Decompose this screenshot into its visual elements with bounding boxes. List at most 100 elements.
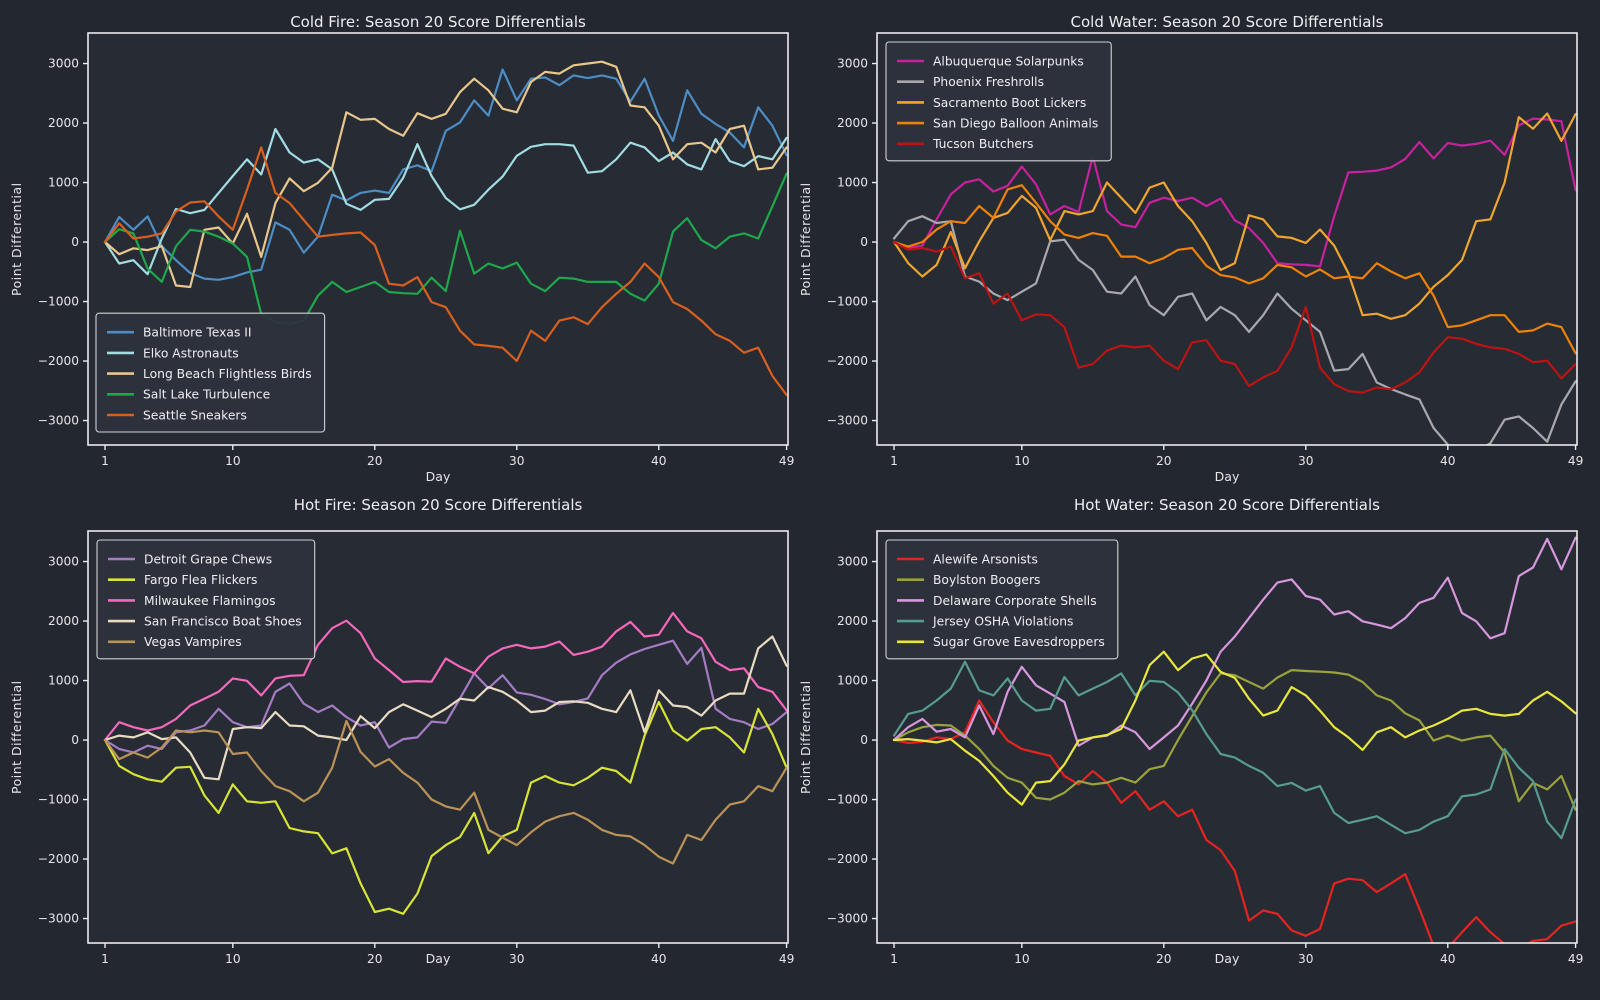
y-axis-label: Point Differential — [798, 182, 813, 296]
series-line-salt-lake-turbulence — [103, 172, 788, 326]
x-tick-label: 1 — [890, 952, 898, 966]
legend: Detroit Grape Chews Fargo Flea Flickers Mi… — [96, 539, 316, 660]
axis-ticks: −3000 −2000 −1000 0 1000 2000 3000 1 10 20 30 40 49 — [38, 57, 795, 468]
y-tick-label: 3000 — [48, 57, 79, 71]
chart-title-cold-water: Cold Water: Season 20 Score Differential… — [1070, 13, 1384, 31]
y-tick-label: −1000 — [827, 793, 868, 807]
y-tick-label: 0 — [71, 235, 79, 249]
y-tick-label: 1000 — [48, 674, 79, 688]
series-line-elko-astronauts — [103, 127, 788, 276]
y-tick-label: −3000 — [38, 414, 79, 428]
axis-ticks: −3000 −2000 −1000 0 1000 2000 3000 1 10 20 30 40 49 — [827, 555, 1584, 966]
series-line-sugar-grove-eavesdroppers — [892, 650, 1577, 806]
y-tick-label: −2000 — [38, 354, 79, 368]
series-line-seattle-sneakers — [103, 146, 788, 397]
axes-spines — [876, 530, 1578, 944]
legend-label-salt-lake-turbulence: Salt Lake Turbulence — [143, 388, 270, 402]
series-lines — [892, 536, 1577, 943]
y-tick-label: −3000 — [827, 912, 868, 926]
series-line-boylston-boogers — [892, 668, 1577, 811]
y-tick-label: 2000 — [837, 614, 868, 628]
x-tick-label: 30 — [1298, 454, 1314, 468]
series-line-alewife-arsonists — [892, 699, 1577, 943]
axis-ticks: −3000 −2000 −1000 0 1000 2000 3000 1 10 20 30 40 49 — [38, 555, 795, 966]
x-tick-label: 30 — [509, 952, 525, 966]
x-tick-label: 1 — [101, 952, 109, 966]
legend-label-san-diego-balloon-animals: San Diego Balloon Animals — [933, 117, 1098, 131]
legend-box — [885, 539, 1119, 660]
y-tick-label: −3000 — [38, 912, 79, 926]
y-axis-label: Point Differential — [9, 182, 24, 296]
y-tick-label: −1000 — [38, 793, 79, 807]
legend-label-milwaukee-flamingos: Milwaukee Flamingos — [144, 594, 276, 608]
legend-label-detroit-grape-chews: Detroit Grape Chews — [144, 552, 272, 566]
legend-box — [96, 539, 316, 660]
x-tick-label: 1 — [101, 454, 109, 468]
series-line-detroit-grape-chews — [103, 639, 788, 754]
y-tick-label: −3000 — [827, 414, 868, 428]
series-lines — [103, 611, 788, 915]
series-line-fargo-flea-flickers — [103, 700, 788, 915]
series-line-san-diego-balloon-animals — [892, 184, 1577, 355]
legend-label-phoenix-freshrolls: Phoenix Freshrolls — [933, 75, 1044, 89]
series-lines — [892, 112, 1577, 445]
chart-hot-water: −3000 −2000 −1000 0 1000 2000 3000 1 10 20 30 40 49 A… — [827, 530, 1584, 966]
chart-cold-fire: −3000 −2000 −1000 0 1000 2000 3000 1 10 20 30 40 49 B… — [38, 32, 795, 468]
legend-label-sugar-grove-eavesdroppers: Sugar Grove Eavesdroppers — [933, 635, 1105, 649]
x-tick-label: 40 — [651, 454, 667, 468]
x-tick-label: 40 — [1440, 952, 1456, 966]
x-tick-label: 20 — [1156, 454, 1172, 468]
legend-box — [885, 41, 1112, 162]
y-axis-label: Point Differential — [798, 680, 813, 794]
axes-spines — [87, 32, 789, 446]
legend-box — [95, 312, 326, 433]
x-axis-label: Day — [1214, 951, 1240, 966]
legend-label-baltimore-texas-ii: Baltimore Texas II — [143, 326, 252, 340]
legend-label-delaware-corporate-shells: Delaware Corporate Shells — [933, 594, 1097, 608]
chart-hot-fire: −3000 −2000 −1000 0 1000 2000 3000 1 10 20 30 40 49 D… — [38, 530, 795, 966]
series-line-tucson-butchers — [892, 240, 1577, 394]
y-tick-label: −2000 — [827, 852, 868, 866]
series-line-sacramento-boot-lickers — [892, 112, 1577, 320]
y-tick-label: 1000 — [48, 176, 79, 190]
y-tick-label: 1000 — [837, 176, 868, 190]
y-tick-label: −1000 — [38, 295, 79, 309]
x-tick-label: 20 — [367, 952, 383, 966]
legend-label-elko-astronauts: Elko Astronauts — [143, 346, 239, 360]
x-tick-label: 30 — [1298, 952, 1314, 966]
series-line-delaware-corporate-shells — [892, 536, 1577, 751]
series-line-phoenix-freshrolls — [892, 215, 1577, 445]
axes-spines — [876, 32, 1578, 446]
legend-label-san-francisco-boat-shoes: San Francisco Boat Shoes — [144, 615, 302, 629]
y-tick-label: 3000 — [837, 555, 868, 569]
legend-label-albuquerque-solarpunks: Albuquerque Solarpunks — [933, 54, 1084, 68]
y-tick-label: −2000 — [38, 852, 79, 866]
legend-label-sacramento-boot-lickers: Sacramento Boot Lickers — [933, 96, 1086, 110]
legend-label-jersey-osha-violations: Jersey OSHA Violations — [932, 615, 1073, 629]
x-axis-label: Day — [1214, 469, 1240, 484]
x-tick-label: 10 — [1014, 454, 1030, 468]
y-tick-label: 2000 — [48, 116, 79, 130]
series-lines — [103, 60, 788, 397]
y-tick-label: −2000 — [827, 354, 868, 368]
x-tick-label: 20 — [367, 454, 383, 468]
x-tick-label: 30 — [509, 454, 525, 468]
y-tick-label: 3000 — [837, 57, 868, 71]
x-axis-label: Day — [425, 951, 451, 966]
series-line-albuquerque-solarpunks — [892, 117, 1577, 268]
series-line-long-beach-flightless-birds — [103, 60, 788, 289]
y-tick-label: 0 — [860, 235, 868, 249]
x-tick-label: 40 — [651, 952, 667, 966]
series-line-jersey-osha-violations — [892, 660, 1577, 840]
axis-ticks: −3000 −2000 −1000 0 1000 2000 3000 1 10 20 30 40 49 — [827, 57, 1584, 468]
legend-label-tucson-butchers: Tucson Butchers — [932, 137, 1033, 151]
chart-title-hot-fire: Hot Fire: Season 20 Score Differentials — [293, 496, 583, 514]
series-line-baltimore-texas-ii — [103, 68, 788, 281]
axes-spines — [87, 530, 789, 944]
chart-cold-water: −3000 −2000 −1000 0 1000 2000 3000 1 10 20 30 40 49 A… — [827, 32, 1584, 468]
x-tick-label: 49 — [1568, 952, 1584, 966]
legend-label-long-beach-flightless-birds: Long Beach Flightless Birds — [143, 367, 312, 381]
legend-label-fargo-flea-flickers: Fargo Flea Flickers — [144, 573, 257, 587]
legend-label-seattle-sneakers: Seattle Sneakers — [143, 408, 247, 422]
